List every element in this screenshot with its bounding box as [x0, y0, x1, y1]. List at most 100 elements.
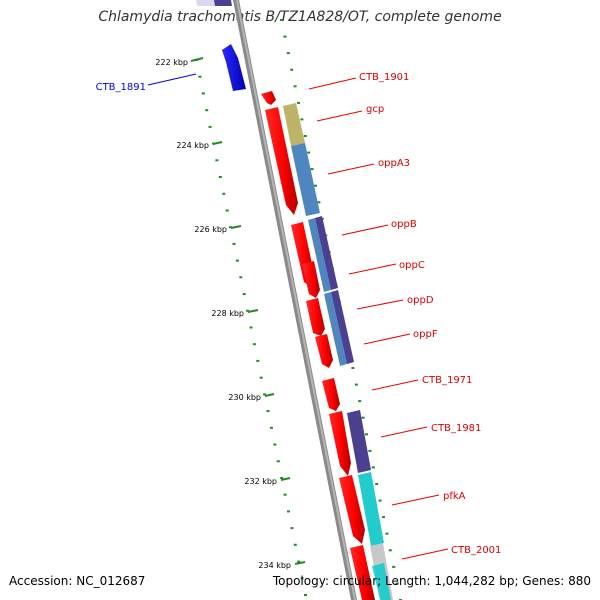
- tick-dot: [385, 532, 389, 535]
- tick-dot: [256, 359, 260, 362]
- gene-arrow-ctb1901: [261, 91, 276, 105]
- tick-dot: [225, 209, 229, 212]
- tick-dot: [310, 168, 314, 171]
- tick-dot: [290, 68, 294, 71]
- reverse-strand-features: [196, 0, 246, 91]
- tick-dot: [249, 326, 253, 329]
- tick-dot: [246, 309, 250, 312]
- tick-dot: [222, 192, 226, 195]
- tick-dot: [287, 510, 290, 513]
- tick-dot: [300, 118, 304, 121]
- tick-dot: [259, 376, 263, 379]
- tick-dot: [358, 400, 362, 403]
- cog-blocks: [283, 103, 393, 600]
- tick-dot: [290, 527, 294, 530]
- tick-dot: [215, 159, 219, 162]
- gene-label-oppf[interactable]: oppF: [413, 329, 438, 340]
- tick-label: 224 kbp: [176, 141, 209, 150]
- cog-block: [331, 290, 354, 364]
- gene-label-oppa3[interactable]: oppA3: [378, 158, 410, 169]
- label-connector: [380, 426, 428, 438]
- tick-dot: [378, 499, 382, 502]
- map-title: Chlamydia trachomatis B/TZ1A828/OT, comp…: [98, 9, 502, 25]
- tick-dot: [300, 577, 304, 580]
- cog-block: [347, 410, 371, 473]
- tick-dot: [198, 75, 202, 78]
- tick-dot: [269, 426, 273, 429]
- backbone: [233, 0, 357, 600]
- tick-dot: [375, 483, 379, 485]
- tick-dot: [388, 549, 392, 552]
- label-connector: [341, 224, 389, 236]
- tick-dot: [273, 443, 277, 446]
- tick-dot: [382, 516, 385, 519]
- tick-label: 234 kbp: [258, 561, 291, 570]
- tick-dot: [235, 259, 239, 262]
- gene-label-oppb[interactable]: oppB: [391, 219, 417, 230]
- tick-dot: [354, 383, 358, 386]
- tick-dot: [365, 433, 368, 436]
- tick-label: 230 kbp: [228, 393, 261, 402]
- tick-dot: [368, 449, 372, 452]
- tick-dot: [307, 151, 311, 154]
- gene-arrow-ctb1891: [222, 44, 246, 91]
- cog-block: [372, 563, 391, 600]
- tick-dot: [242, 293, 246, 296]
- gene-arrow-ctb2001: [350, 545, 375, 600]
- tick-mark: [264, 393, 275, 397]
- gene-label-gcp[interactable]: gcp: [366, 104, 384, 115]
- tick-dot: [371, 466, 375, 469]
- gene-label-ctb1891[interactable]: CTB_1891: [96, 82, 146, 93]
- cog-block: [283, 103, 305, 146]
- gene-arrow-gcp-oppa3: [265, 107, 298, 215]
- tick-mark: [280, 477, 291, 481]
- label-connector: [316, 110, 363, 122]
- cog-block: [308, 218, 331, 292]
- tick-mark: [190, 57, 204, 62]
- tick-dot: [280, 477, 284, 479]
- tick-label: 228 kbp: [211, 309, 244, 318]
- cog-block: [214, 0, 232, 6]
- label-connector: [371, 379, 419, 391]
- label-connector: [356, 299, 404, 310]
- tick-dot: [351, 367, 355, 369]
- label-connector: [327, 163, 375, 175]
- gene-arrow-pfka: [339, 475, 365, 544]
- gene-label-ctb1971[interactable]: CTB_1971: [422, 375, 472, 386]
- tick-dot: [252, 343, 256, 346]
- gene-label-oppd[interactable]: oppD: [407, 295, 434, 306]
- gene-label-oppc[interactable]: oppC: [399, 260, 425, 271]
- tick-dot: [303, 135, 307, 137]
- label-connector: [147, 73, 197, 86]
- cog-block: [358, 472, 384, 546]
- tick-dot: [361, 416, 365, 419]
- tick-dot: [293, 543, 297, 546]
- tick-labels: 222 kbp 224 kbp 226 kbp 228 kbp 230 kbp …: [155, 57, 306, 570]
- gene-arrow-oppf: [315, 334, 333, 368]
- tick-dot: [297, 101, 300, 104]
- gene-label-ctb1981[interactable]: CTB_1981: [431, 423, 481, 434]
- tick-dot: [392, 565, 396, 568]
- label-connector: [401, 548, 449, 560]
- tick-label: 232 kbp: [244, 477, 277, 486]
- cog-block: [315, 216, 338, 290]
- tick-dot: [317, 201, 321, 204]
- tick-dot: [314, 184, 317, 187]
- gene-arrow-ctb1971: [322, 378, 340, 411]
- tick-dot: [283, 35, 287, 38]
- forward-strand-features: [261, 91, 375, 600]
- gene-arrow: [196, 0, 215, 6]
- tick-dot: [266, 410, 270, 413]
- gene-arrow-oppc: [302, 261, 320, 298]
- gene-arrow-ctb1981: [329, 411, 351, 476]
- tick-mark: [294, 561, 306, 565]
- gene-label-ctb1901[interactable]: CTB_1901: [359, 72, 409, 83]
- tick-dot: [286, 52, 290, 55]
- tick-dot: [304, 594, 307, 596]
- tick-dot: [280, 19, 283, 21]
- tick-dot: [276, 460, 280, 463]
- tick-dot: [218, 176, 222, 178]
- gene-label-ctb2001[interactable]: CTB_2001: [451, 545, 501, 556]
- gene-label-pfka[interactable]: pfkA: [443, 491, 466, 502]
